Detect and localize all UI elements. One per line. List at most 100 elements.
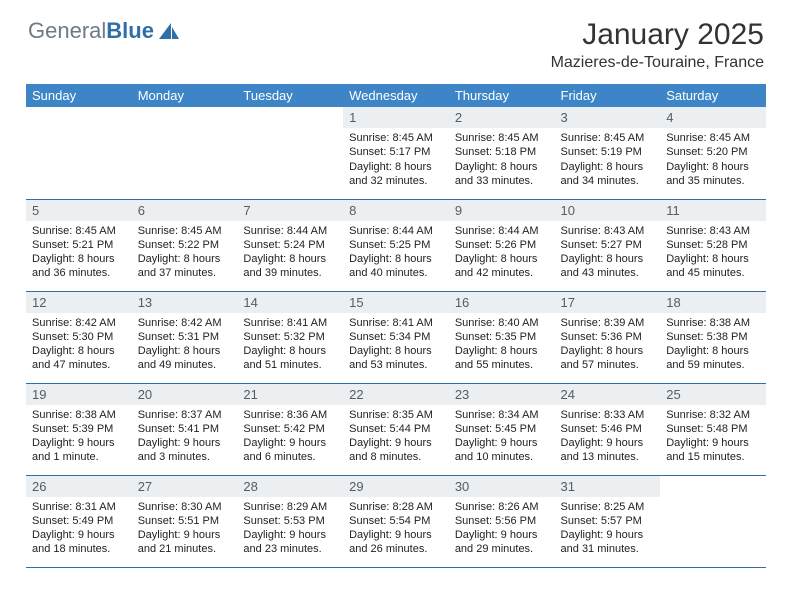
page-title: January 2025 — [551, 18, 764, 52]
day-number: 6 — [132, 200, 238, 221]
sunrise-time: 8:41 AM — [393, 317, 433, 329]
daylight-minutes: 55 — [476, 359, 488, 371]
daylight-hours: 8 — [78, 345, 84, 357]
calendar-day-cell: 23Sunrise: 8:34 AMSunset: 5:45 PMDayligh… — [449, 383, 555, 475]
daylight-minutes: 33 — [476, 175, 488, 187]
daylight-minutes: 51 — [265, 359, 277, 371]
sunset-time: 5:28 PM — [707, 239, 748, 251]
sunrise-time: 8:35 AM — [393, 409, 433, 421]
sunrise-time: 8:45 AM — [181, 225, 221, 237]
day-number: 18 — [660, 292, 766, 313]
daylight-hours: 8 — [712, 161, 718, 173]
day-number: 3 — [555, 107, 661, 128]
day-details: Sunrise: 8:45 AMSunset: 5:18 PMDaylight:… — [449, 128, 555, 194]
day-details: Sunrise: 8:28 AMSunset: 5:54 PMDaylight:… — [343, 497, 449, 563]
sunset-time: 5:46 PM — [601, 423, 642, 435]
day-header: Sunday — [26, 84, 132, 107]
sunset-time: 5:18 PM — [495, 146, 536, 158]
sunrise-time: 8:41 AM — [287, 317, 327, 329]
header: GeneralBlue January 2025 Mazieres-de-Tou… — [0, 0, 792, 78]
day-number: 11 — [660, 200, 766, 221]
sunset-time: 5:56 PM — [495, 515, 536, 527]
day-details: Sunrise: 8:30 AMSunset: 5:51 PMDaylight:… — [132, 497, 238, 563]
sunrise-time: 8:39 AM — [604, 317, 644, 329]
day-details: Sunrise: 8:45 AMSunset: 5:21 PMDaylight:… — [26, 221, 132, 287]
calendar-week: 5Sunrise: 8:45 AMSunset: 5:21 PMDaylight… — [26, 199, 766, 291]
daylight-hours: 8 — [606, 345, 612, 357]
logo-text: GeneralBlue — [28, 18, 154, 44]
sunrise-time: 8:42 AM — [181, 317, 221, 329]
day-details: Sunrise: 8:43 AMSunset: 5:27 PMDaylight:… — [555, 221, 661, 287]
daylight-hours: 9 — [395, 529, 401, 541]
sunset-time: 5:51 PM — [178, 515, 219, 527]
daylight-minutes: 26 — [371, 543, 383, 555]
day-number: 30 — [449, 476, 555, 497]
day-details: Sunrise: 8:29 AMSunset: 5:53 PMDaylight:… — [237, 497, 343, 563]
day-number: 9 — [449, 200, 555, 221]
daylight-hours: 8 — [606, 161, 612, 173]
daylight-hours: 9 — [289, 529, 295, 541]
daylight-minutes: 57 — [582, 359, 594, 371]
day-details: Sunrise: 8:45 AMSunset: 5:19 PMDaylight:… — [555, 128, 661, 194]
title-block: January 2025 Mazieres-de-Touraine, Franc… — [551, 18, 764, 72]
day-number: 29 — [343, 476, 449, 497]
day-number: 13 — [132, 292, 238, 313]
sunset-time: 5:32 PM — [284, 331, 325, 343]
sunset-time: 5:54 PM — [389, 515, 430, 527]
calendar-empty-cell — [660, 475, 766, 567]
day-details: Sunrise: 8:45 AMSunset: 5:17 PMDaylight:… — [343, 128, 449, 194]
sunrise-time: 8:45 AM — [75, 225, 115, 237]
daylight-hours: 8 — [395, 161, 401, 173]
sunset-time: 5:39 PM — [72, 423, 113, 435]
calendar-day-cell: 15Sunrise: 8:41 AMSunset: 5:34 PMDayligh… — [343, 291, 449, 383]
calendar-day-cell: 25Sunrise: 8:32 AMSunset: 5:48 PMDayligh… — [660, 383, 766, 475]
day-number: 1 — [343, 107, 449, 128]
daylight-hours: 9 — [606, 437, 612, 449]
sunrise-time: 8:45 AM — [393, 132, 433, 144]
calendar-day-cell: 2Sunrise: 8:45 AMSunset: 5:18 PMDaylight… — [449, 107, 555, 199]
sunrise-time: 8:43 AM — [604, 225, 644, 237]
day-number: 23 — [449, 384, 555, 405]
sunrise-time: 8:38 AM — [710, 317, 750, 329]
daylight-hours: 9 — [501, 437, 507, 449]
sunrise-time: 8:26 AM — [498, 501, 538, 513]
day-number: 15 — [343, 292, 449, 313]
day-details: Sunrise: 8:31 AMSunset: 5:49 PMDaylight:… — [26, 497, 132, 563]
day-details: Sunrise: 8:42 AMSunset: 5:30 PMDaylight:… — [26, 313, 132, 379]
day-number: 20 — [132, 384, 238, 405]
sunset-time: 5:27 PM — [601, 239, 642, 251]
calendar-day-cell: 31Sunrise: 8:25 AMSunset: 5:57 PMDayligh… — [555, 475, 661, 567]
daylight-minutes: 10 — [476, 451, 488, 463]
sunset-time: 5:30 PM — [72, 331, 113, 343]
day-details: Sunrise: 8:44 AMSunset: 5:25 PMDaylight:… — [343, 221, 449, 287]
day-details: Sunrise: 8:38 AMSunset: 5:39 PMDaylight:… — [26, 405, 132, 471]
daylight-hours: 8 — [606, 253, 612, 265]
sunset-time: 5:36 PM — [601, 331, 642, 343]
sail-icon — [157, 21, 181, 41]
calendar-empty-cell — [132, 107, 238, 199]
sunrise-time: 8:45 AM — [498, 132, 538, 144]
calendar-day-cell: 19Sunrise: 8:38 AMSunset: 5:39 PMDayligh… — [26, 383, 132, 475]
day-details: Sunrise: 8:44 AMSunset: 5:26 PMDaylight:… — [449, 221, 555, 287]
sunset-time: 5:25 PM — [389, 239, 430, 251]
daylight-minutes: 1 — [53, 451, 59, 463]
daylight-minutes: 37 — [159, 267, 171, 279]
day-details: Sunrise: 8:45 AMSunset: 5:22 PMDaylight:… — [132, 221, 238, 287]
calendar-body: 1Sunrise: 8:45 AMSunset: 5:17 PMDaylight… — [26, 107, 766, 567]
day-details: Sunrise: 8:36 AMSunset: 5:42 PMDaylight:… — [237, 405, 343, 471]
daylight-hours: 9 — [606, 529, 612, 541]
calendar-day-cell: 4Sunrise: 8:45 AMSunset: 5:20 PMDaylight… — [660, 107, 766, 199]
calendar-day-cell: 26Sunrise: 8:31 AMSunset: 5:49 PMDayligh… — [26, 475, 132, 567]
day-number: 25 — [660, 384, 766, 405]
daylight-minutes: 6 — [265, 451, 271, 463]
day-number: 8 — [343, 200, 449, 221]
day-number: 10 — [555, 200, 661, 221]
sunrise-time: 8:38 AM — [75, 409, 115, 421]
daylight-hours: 8 — [289, 345, 295, 357]
day-details: Sunrise: 8:38 AMSunset: 5:38 PMDaylight:… — [660, 313, 766, 379]
daylight-hours: 8 — [184, 253, 190, 265]
daylight-minutes: 49 — [159, 359, 171, 371]
sunset-time: 5:19 PM — [601, 146, 642, 158]
calendar-day-cell: 30Sunrise: 8:26 AMSunset: 5:56 PMDayligh… — [449, 475, 555, 567]
calendar-header-row: SundayMondayTuesdayWednesdayThursdayFrid… — [26, 84, 766, 107]
